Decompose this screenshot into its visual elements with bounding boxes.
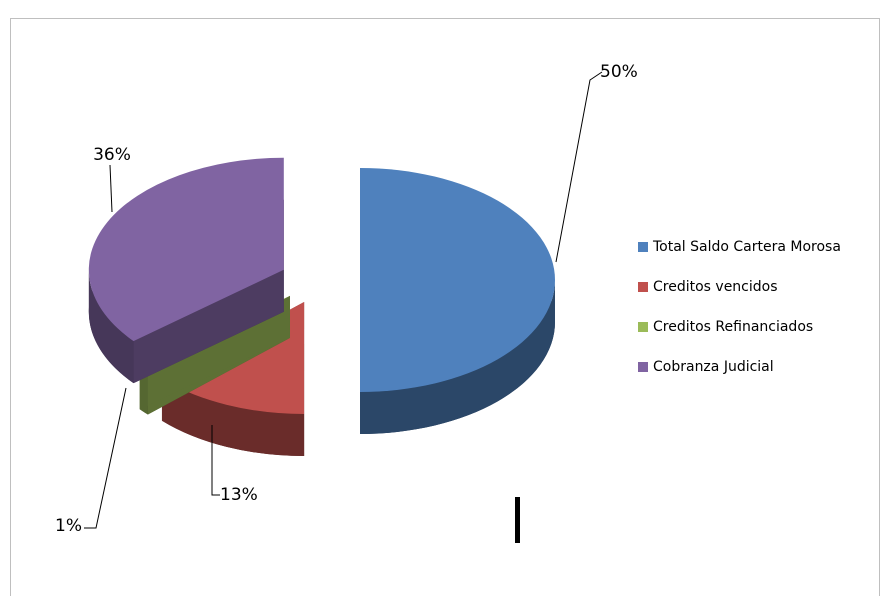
legend-swatch [638,242,648,252]
leader-line [109,164,113,213]
cursor-bar [515,497,520,543]
slice-side [133,269,284,384]
leader-line [555,71,603,263]
slice [360,168,555,434]
leader-line [84,387,127,529]
legend-label: Total Saldo Cartera Morosa [652,239,841,255]
legend-label: Creditos vencidos [653,279,778,295]
legend-label: Cobranza Judicial [653,359,774,375]
legend-swatch [638,362,648,372]
slice-wall [88,269,134,384]
data-label: 1% [55,516,82,536]
legend-label: Creditos Refinanciados [653,319,813,335]
pie [88,157,555,457]
slice-wall [161,378,305,457]
legend-swatch [638,282,648,292]
slice-wall [360,280,555,434]
slice-top [360,168,555,392]
slice-top [88,157,284,342]
data-label: 13% [220,485,258,505]
slice [88,157,284,384]
legend-swatch [638,322,648,332]
leader-line [211,425,220,496]
data-label: 50% [600,62,638,82]
data-label: 36% [93,145,131,165]
